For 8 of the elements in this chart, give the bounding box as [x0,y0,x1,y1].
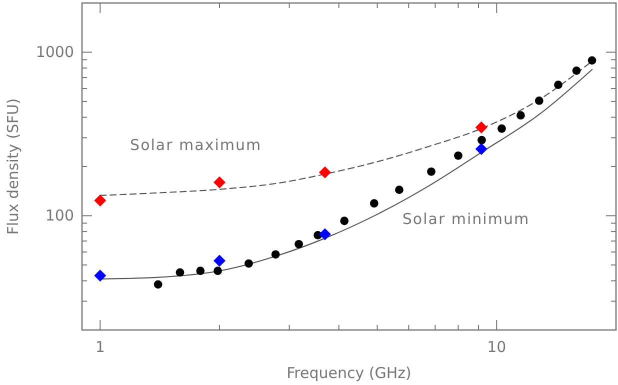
x-tick-label: 10 [487,338,506,356]
x-tick-label: 1 [95,338,105,356]
y-axis-title: Flux density (SFU) [4,98,22,235]
annotation: Solar maximum [130,136,262,154]
x-axis-title: Frequency (GHz) [286,364,412,382]
y-tick-label: 100 [45,206,74,225]
y-tick-label: 1000 [36,43,74,62]
annotation: Solar minimum [402,210,530,228]
